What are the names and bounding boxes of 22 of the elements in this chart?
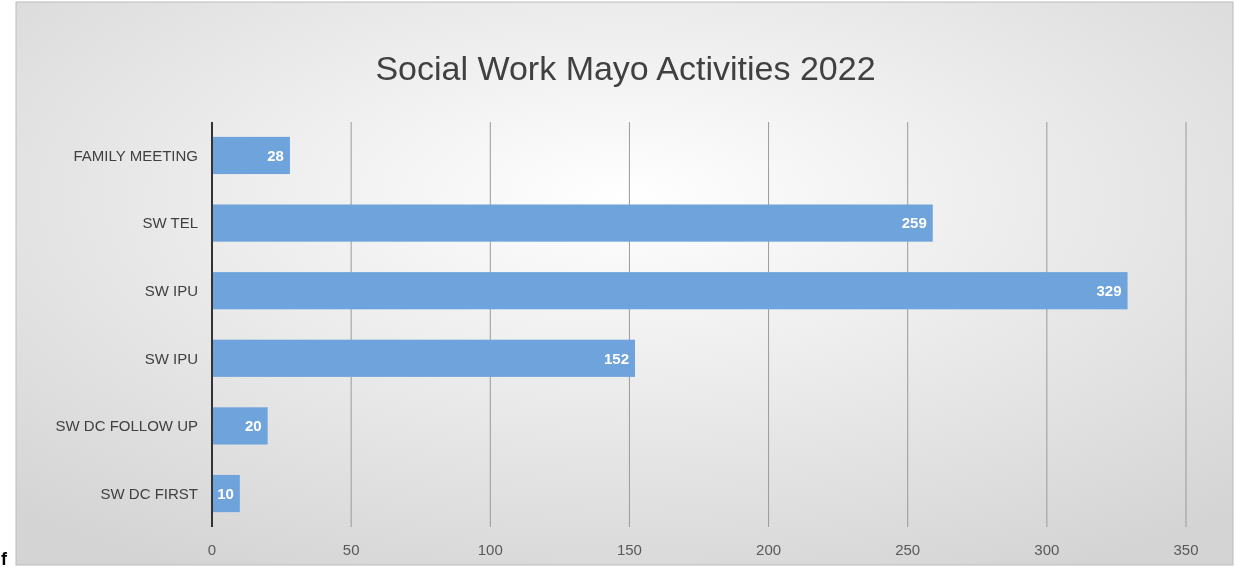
data-label: 152 <box>603 349 629 367</box>
data-label: 10 <box>217 484 234 502</box>
x-tick-label: 50 <box>342 541 360 558</box>
data-label: 329 <box>1096 281 1122 299</box>
x-tick-label: 250 <box>895 541 921 558</box>
x-tick-label: 350 <box>1173 541 1199 558</box>
x-tick-label: 0 <box>207 541 217 558</box>
y-tick-label: SW IPU <box>144 281 198 299</box>
data-label: 259 <box>901 214 927 232</box>
x-tick-label: 200 <box>756 541 782 558</box>
y-tick-label: SW DC FOLLOW UP <box>55 417 198 435</box>
text: f <box>1 549 8 567</box>
x-tick-label: 100 <box>477 541 503 558</box>
y-tick-label: SW TEL <box>142 214 198 232</box>
y-tick-label: SW DC FIRST <box>100 484 198 502</box>
y-tick-label: SW IPU <box>144 349 198 367</box>
x-tick-label: 300 <box>1034 541 1060 558</box>
y-tick-label: FAMILY MEETING <box>73 146 198 164</box>
x-tick-label: 150 <box>616 541 642 558</box>
chart-title: Social Work Mayo Activities 2022 <box>375 49 876 87</box>
data-label: 28 <box>267 146 284 164</box>
data-label: 20 <box>244 417 262 435</box>
